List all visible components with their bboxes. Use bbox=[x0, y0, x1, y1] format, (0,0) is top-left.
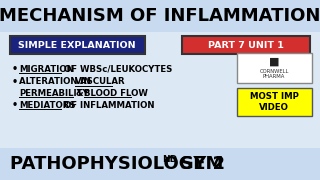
FancyBboxPatch shape bbox=[237, 88, 312, 116]
FancyBboxPatch shape bbox=[0, 148, 320, 180]
Text: •: • bbox=[12, 64, 18, 74]
Text: PERMEABILITY: PERMEABILITY bbox=[19, 89, 89, 98]
Text: CORNWELL
PHARMA: CORNWELL PHARMA bbox=[259, 69, 289, 79]
Text: PATHOPHYSIOLOGY 2: PATHOPHYSIOLOGY 2 bbox=[10, 155, 225, 173]
Text: MEDIATORS: MEDIATORS bbox=[19, 100, 76, 109]
Text: MIGRATION: MIGRATION bbox=[19, 64, 74, 73]
Text: VASCULAR: VASCULAR bbox=[75, 78, 126, 87]
Text: •: • bbox=[12, 100, 18, 110]
FancyBboxPatch shape bbox=[10, 36, 145, 54]
Text: MOST IMP
VIDEO: MOST IMP VIDEO bbox=[250, 92, 299, 112]
Text: OF WBSc/LEUKOCYTES: OF WBSc/LEUKOCYTES bbox=[61, 64, 172, 73]
FancyBboxPatch shape bbox=[0, 0, 320, 32]
Text: SIMPLE EXPLANATION: SIMPLE EXPLANATION bbox=[18, 40, 136, 50]
Text: ALTERATION IN: ALTERATION IN bbox=[19, 78, 94, 87]
Text: ND: ND bbox=[162, 154, 177, 163]
Text: &: & bbox=[73, 89, 86, 98]
FancyBboxPatch shape bbox=[182, 36, 310, 54]
Text: OF INFLAMMATION: OF INFLAMMATION bbox=[61, 100, 155, 109]
Text: SEM: SEM bbox=[174, 155, 223, 173]
Text: PART 7 UNIT 1: PART 7 UNIT 1 bbox=[208, 40, 284, 50]
FancyBboxPatch shape bbox=[237, 53, 312, 83]
Text: ■: ■ bbox=[269, 57, 279, 67]
Text: MECHANISM OF INFLAMMATION: MECHANISM OF INFLAMMATION bbox=[0, 7, 320, 25]
Text: •: • bbox=[12, 77, 18, 87]
Text: BLOOD FLOW: BLOOD FLOW bbox=[84, 89, 148, 98]
